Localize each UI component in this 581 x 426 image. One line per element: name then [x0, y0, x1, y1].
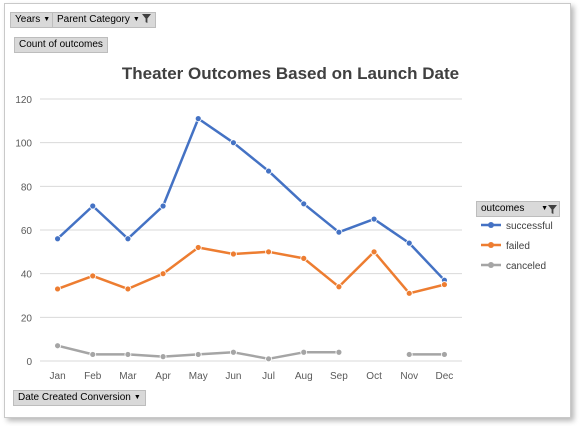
y-tick-label: 0: [26, 357, 32, 368]
data-point-successful: [300, 200, 308, 208]
legend-label: canceled: [506, 261, 547, 272]
x-tick-label: Dec: [436, 371, 454, 382]
legend-swatch: [481, 222, 501, 228]
y-tick-label: 40: [21, 270, 33, 281]
data-point-successful: [54, 235, 61, 243]
data-point-failed: [124, 285, 132, 293]
data-point-canceled: [265, 355, 272, 363]
data-point-canceled: [230, 348, 237, 356]
data-point-failed: [265, 248, 272, 256]
legend-swatch: [481, 262, 501, 268]
legend-item-canceled[interactable]: canceled: [480, 260, 546, 274]
parent-category-filter-label: Parent Category: [57, 14, 130, 25]
parent-category-filter-button[interactable]: Parent Category ▼: [52, 12, 156, 28]
data-point-canceled: [194, 351, 202, 358]
data-point-failed: [370, 248, 378, 256]
series-line-failed: [57, 246, 445, 295]
x-tick-label: Mar: [119, 371, 137, 382]
y-tick-label: 80: [21, 182, 33, 193]
x-tick-label: Nov: [400, 371, 418, 382]
legend-swatch: [481, 242, 501, 248]
data-point-canceled: [441, 351, 448, 358]
legend-item-failed[interactable]: failed: [480, 240, 530, 254]
chevron-down-icon: ▼: [133, 394, 141, 401]
data-point-successful: [124, 235, 132, 243]
legend-item-successful[interactable]: successful: [480, 220, 553, 234]
series-line-canceled: [57, 344, 445, 361]
y-tick-label: 120: [15, 95, 32, 106]
date-created-conversion-button[interactable]: Date Created Conversion ▼: [13, 390, 146, 406]
years-filter-label: Years: [15, 14, 41, 25]
x-tick-label: Jan: [50, 371, 66, 382]
data-point-successful: [265, 167, 272, 175]
legend-label: failed: [506, 241, 530, 252]
data-point-failed: [441, 281, 448, 288]
chevron-down-icon: ▼: [43, 16, 51, 23]
x-tick-label: May: [189, 371, 208, 382]
data-point-successful: [370, 215, 378, 223]
y-tick-label: 60: [21, 226, 33, 237]
data-point-failed: [300, 254, 308, 262]
series-line-successful: [56, 117, 446, 282]
x-tick-label: Feb: [84, 371, 102, 382]
legend-label: successful: [506, 221, 553, 232]
data-point-successful: [335, 228, 343, 236]
data-point-successful: [89, 202, 97, 210]
legend-field-label: outcomes: [481, 203, 525, 214]
data-point-canceled: [89, 351, 97, 358]
data-point-failed: [335, 283, 343, 291]
y-tick-label: 20: [21, 313, 33, 324]
funnel-icon: [141, 14, 151, 23]
x-tick-label: Apr: [155, 371, 171, 382]
x-tick-label: Oct: [366, 371, 382, 382]
chevron-down-icon: ▼: [132, 16, 140, 23]
data-point-failed: [89, 272, 97, 280]
data-point-canceled: [159, 353, 167, 361]
legend-field-button[interactable]: outcomes ▼: [476, 201, 560, 217]
x-tick-label: Sep: [330, 371, 348, 382]
funnel-icon: [548, 205, 557, 214]
data-point-canceled: [300, 348, 308, 356]
data-point-successful: [159, 202, 167, 210]
data-point-failed: [230, 250, 237, 258]
data-point-canceled: [405, 351, 413, 358]
data-point-canceled: [54, 342, 61, 350]
x-tick-label: Jun: [225, 371, 241, 382]
data-point-canceled: [335, 348, 343, 356]
y-tick-label: 100: [15, 139, 32, 150]
axis-field-label: Date Created Conversion: [18, 392, 131, 403]
data-point-successful: [405, 239, 413, 247]
years-filter-button[interactable]: Years ▼: [10, 12, 56, 28]
value-field-button[interactable]: Count of outcomes: [14, 37, 108, 53]
data-point-successful: [230, 139, 237, 147]
data-point-failed: [54, 285, 61, 293]
x-tick-label: Jul: [262, 371, 275, 382]
chevron-down-icon: ▼: [541, 205, 548, 212]
data-point-canceled: [124, 351, 132, 358]
data-point-failed: [405, 289, 413, 297]
x-tick-label: Aug: [295, 371, 313, 382]
data-point-successful: [194, 115, 202, 123]
data-point-failed: [159, 270, 167, 278]
data-point-failed: [194, 244, 202, 251]
chart-title: Theater Outcomes Based on Launch Date: [121, 64, 460, 83]
